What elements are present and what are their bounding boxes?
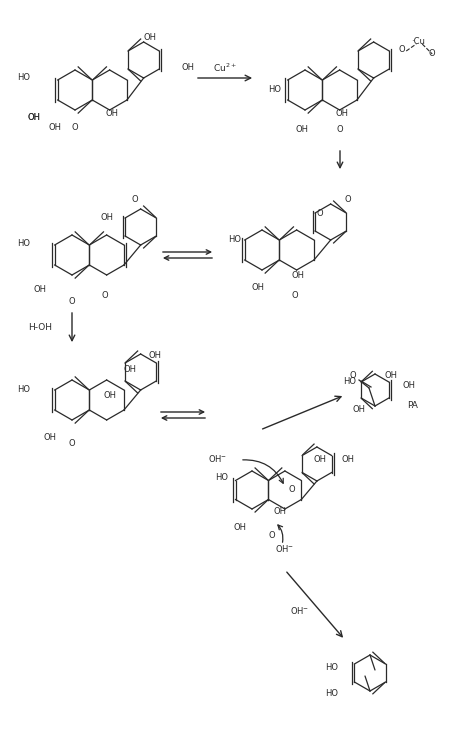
Text: HO: HO bbox=[228, 235, 241, 245]
Text: O: O bbox=[317, 208, 323, 218]
Text: OH: OH bbox=[48, 123, 62, 133]
Text: OH: OH bbox=[313, 455, 327, 465]
Text: ·Cu: ·Cu bbox=[411, 37, 425, 46]
Text: OH: OH bbox=[252, 284, 264, 292]
Text: OH: OH bbox=[124, 366, 137, 375]
Text: OH: OH bbox=[44, 433, 56, 443]
Text: HO: HO bbox=[17, 73, 30, 83]
Text: Cu$^{2+}$: Cu$^{2+}$ bbox=[213, 62, 237, 74]
Text: OH: OH bbox=[341, 455, 355, 465]
Text: OH: OH bbox=[27, 114, 40, 122]
Text: O: O bbox=[102, 290, 109, 300]
Text: OH: OH bbox=[353, 405, 365, 414]
Text: OH: OH bbox=[103, 391, 117, 399]
Text: OH: OH bbox=[27, 114, 40, 122]
Text: O: O bbox=[292, 290, 298, 300]
Text: O: O bbox=[289, 485, 295, 495]
Text: HO: HO bbox=[215, 474, 228, 482]
Text: O: O bbox=[337, 125, 343, 134]
Text: O: O bbox=[399, 45, 406, 54]
Text: HO: HO bbox=[343, 377, 356, 386]
Text: OH: OH bbox=[295, 125, 309, 134]
Text: OH: OH bbox=[292, 270, 304, 279]
Text: HO: HO bbox=[268, 86, 281, 95]
Text: OH: OH bbox=[403, 380, 416, 389]
Text: HO: HO bbox=[326, 663, 338, 672]
Text: O: O bbox=[69, 298, 75, 306]
Text: OH: OH bbox=[100, 213, 113, 223]
Text: HO: HO bbox=[326, 688, 338, 698]
Text: OH: OH bbox=[148, 350, 162, 359]
Text: OH$^{-}$: OH$^{-}$ bbox=[209, 452, 228, 463]
Text: OH: OH bbox=[144, 34, 156, 43]
Text: OH: OH bbox=[106, 108, 118, 117]
Text: OH: OH bbox=[234, 523, 246, 532]
Text: O: O bbox=[269, 531, 275, 539]
Text: PA: PA bbox=[407, 400, 418, 410]
Text: O: O bbox=[350, 372, 356, 380]
Text: O: O bbox=[69, 438, 75, 448]
Text: O: O bbox=[345, 196, 351, 205]
Text: OH: OH bbox=[273, 507, 286, 517]
Text: O: O bbox=[429, 50, 436, 59]
Text: HO: HO bbox=[17, 238, 30, 248]
Text: OH: OH bbox=[384, 372, 398, 380]
Text: O: O bbox=[72, 123, 78, 133]
Text: OH: OH bbox=[336, 108, 348, 117]
Text: OH$^{-}$: OH$^{-}$ bbox=[275, 542, 295, 553]
Text: O: O bbox=[132, 196, 138, 205]
Text: H-OH: H-OH bbox=[28, 323, 52, 333]
Text: OH: OH bbox=[182, 64, 195, 73]
Text: HO: HO bbox=[17, 386, 30, 394]
Text: OH: OH bbox=[34, 285, 46, 295]
Text: OH$^{-}$: OH$^{-}$ bbox=[291, 605, 310, 616]
